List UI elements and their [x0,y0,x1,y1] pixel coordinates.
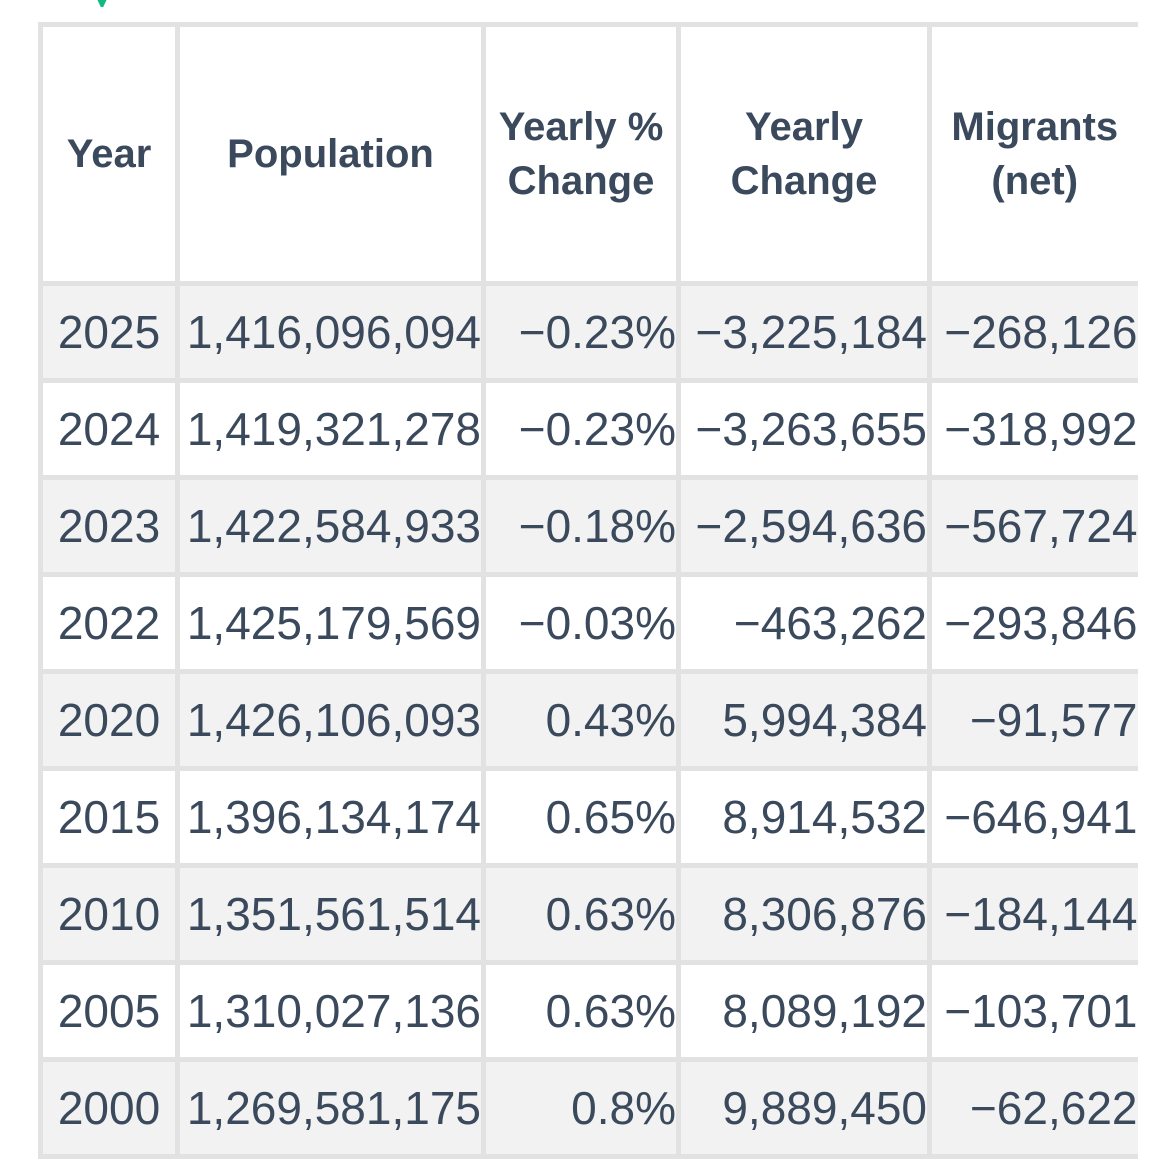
table-header: Year Population Yearly % Change Yearly C… [38,22,1138,286]
yearly-change-cell: −3,263,655 [676,378,932,480]
population-cell: 1,416,096,094 [175,281,486,383]
year-cell: 2022 [38,572,180,674]
table-row: 2025 1,416,096,094 −0.23% −3,225,184 −26… [38,281,1138,383]
table-row: 2022 1,425,179,569 −0.03% −463,262 −293,… [38,572,1138,674]
population-cell: 1,419,321,278 [175,378,486,480]
yearly-pct-change-cell: 0.8% [481,1057,681,1159]
year-cell: 2010 [38,863,180,965]
population-cell: 1,426,106,093 [175,669,486,771]
table-body: 2025 1,416,096,094 −0.23% −3,225,184 −26… [38,281,1138,1159]
year-cell: 2025 [38,281,180,383]
migrants-net-cell: −318,992 [927,378,1138,480]
migrants-net-cell: −91,577 [927,669,1138,771]
yearly-change-cell: −2,594,636 [676,475,932,577]
yearly-pct-change-cell: −0.03% [481,572,681,674]
migrants-net-cell: −567,724 [927,475,1138,577]
migrants-net-cell: −293,846 [927,572,1138,674]
col-header-yearly-change: Yearly Change [676,22,932,286]
year-cell: 2005 [38,960,180,1062]
population-cell: 1,269,581,175 [175,1057,486,1159]
population-by-year-table: Year Population Yearly % Change Yearly C… [38,22,1138,1159]
header-row: Year Population Yearly % Change Yearly C… [38,22,1138,286]
table-row: 2000 1,269,581,175 0.8% 9,889,450 −62,62… [38,1057,1138,1159]
table-row: 2005 1,310,027,136 0.63% 8,089,192 −103,… [38,960,1138,1062]
table-row: 2024 1,419,321,278 −0.23% −3,263,655 −31… [38,378,1138,480]
migrants-net-cell: −62,622 [927,1057,1138,1159]
year-cell: 2024 [38,378,180,480]
population-cell: 1,422,584,933 [175,475,486,577]
yearly-pct-change-cell: −0.23% [481,281,681,383]
yearly-pct-change-cell: 0.63% [481,960,681,1062]
yearly-change-cell: 9,889,450 [676,1057,932,1159]
yearly-pct-change-cell: −0.23% [481,378,681,480]
yearly-pct-change-cell: 0.63% [481,863,681,965]
population-cell: 1,425,179,569 [175,572,486,674]
migrants-net-cell: −268,126 [927,281,1138,383]
yearly-change-cell: 8,914,532 [676,766,932,868]
col-header-year: Year [38,22,180,286]
col-header-population: Population [175,22,486,286]
cropped-green-heading-fragment [97,0,107,7]
population-cell: 1,310,027,136 [175,960,486,1062]
yearly-change-cell: −3,225,184 [676,281,932,383]
table-row: 2015 1,396,134,174 0.65% 8,914,532 −646,… [38,766,1138,868]
yearly-pct-change-cell: 0.65% [481,766,681,868]
yearly-change-cell: 8,089,192 [676,960,932,1062]
yearly-pct-change-cell: −0.18% [481,475,681,577]
yearly-change-cell: 5,994,384 [676,669,932,771]
yearly-change-cell: −463,262 [676,572,932,674]
population-cell: 1,396,134,174 [175,766,486,868]
population-cell: 1,351,561,514 [175,863,486,965]
table-row: 2023 1,422,584,933 −0.18% −2,594,636 −56… [38,475,1138,577]
table-row: 2020 1,426,106,093 0.43% 5,994,384 −91,5… [38,669,1138,771]
yearly-change-cell: 8,306,876 [676,863,932,965]
col-header-migrants-net: Migrants (net) [927,22,1138,286]
col-header-yearly-pct-change: Yearly % Change [481,22,681,286]
migrants-net-cell: −103,701 [927,960,1138,1062]
migrants-net-cell: −646,941 [927,766,1138,868]
year-cell: 2000 [38,1057,180,1159]
yearly-pct-change-cell: 0.43% [481,669,681,771]
year-cell: 2023 [38,475,180,577]
year-cell: 2015 [38,766,180,868]
table-row: 2010 1,351,561,514 0.63% 8,306,876 −184,… [38,863,1138,965]
year-cell: 2020 [38,669,180,771]
migrants-net-cell: −184,144 [927,863,1138,965]
